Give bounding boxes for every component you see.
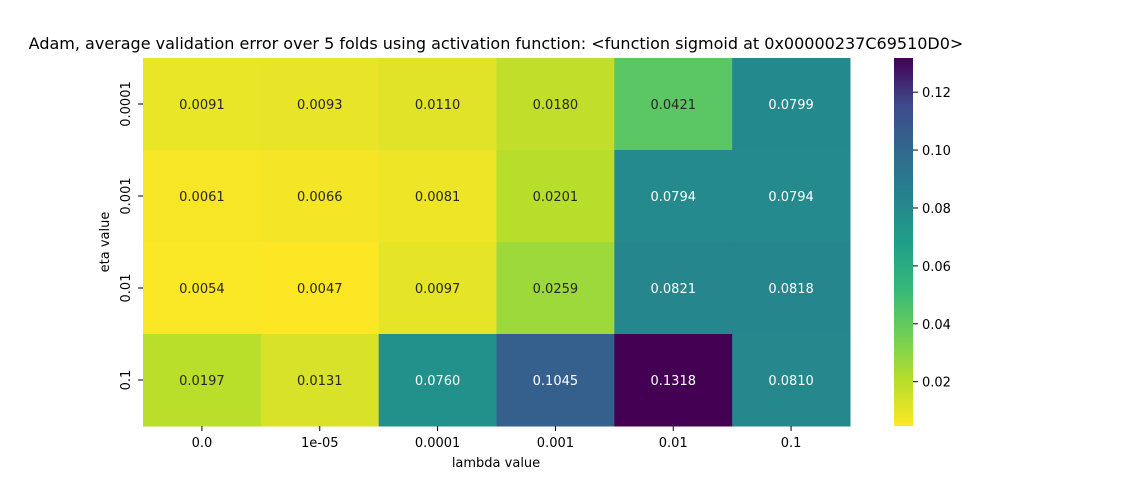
cell-value-label: 0.0821 — [651, 282, 697, 297]
heatmap-cell — [496, 242, 615, 335]
cell-value-label: 0.0421 — [651, 98, 697, 113]
x-tick-label: 0.001 — [537, 436, 574, 451]
heatmap-cell — [260, 58, 380, 151]
y-tick-label: 0.0001 — [119, 81, 134, 127]
cell-value-label: 0.1318 — [651, 374, 697, 389]
y-axis-ticks: 0.0001 0.001 0.01 0.1 — [119, 81, 143, 390]
cell-value-label: 0.0799 — [768, 98, 814, 113]
heatmap-cell — [732, 242, 851, 335]
cell-value-label: 0.0201 — [533, 190, 579, 205]
cell-value-label: 0.0197 — [179, 374, 225, 389]
heatmap-cells — [143, 58, 851, 427]
heatmap-cell — [260, 242, 380, 335]
cell-value-label: 0.0794 — [768, 190, 814, 205]
heatmap-cell — [260, 150, 380, 243]
cell-value-label: 0.0097 — [415, 282, 461, 297]
heatmap-cell — [614, 242, 733, 335]
heatmap-cell — [260, 334, 380, 427]
cell-value-label: 0.0131 — [297, 374, 343, 389]
colorbar-tick-label: 0.08 — [922, 202, 951, 217]
y-tick-label: 0.01 — [119, 274, 134, 303]
cell-value-label: 0.0061 — [179, 190, 225, 205]
cell-value-label: 0.0794 — [651, 190, 697, 205]
cell-value-label: 0.0180 — [533, 98, 579, 113]
heatmap-cell — [496, 334, 615, 427]
cell-value-label: 0.0810 — [768, 374, 814, 389]
cell-value-label: 0.0093 — [297, 98, 343, 113]
heatmap-cell — [732, 334, 851, 427]
cell-value-label: 0.1045 — [533, 374, 579, 389]
colorbar-ticks: 0.02 0.04 0.06 0.08 0.10 0.12 — [913, 86, 951, 391]
heatmap-cell — [732, 150, 851, 243]
x-tick-label: 0.01 — [659, 436, 688, 451]
heatmap-cell — [496, 58, 615, 151]
x-tick-label: 0.0 — [192, 436, 213, 451]
heatmap-cell — [143, 242, 262, 335]
heatmap-cell — [496, 150, 615, 243]
y-tick-label: 0.001 — [119, 177, 134, 214]
x-tick-label: 0.1 — [781, 436, 802, 451]
heatmap-cell — [614, 58, 733, 151]
heatmap-cell — [143, 58, 262, 151]
cell-value-label: 0.0081 — [415, 190, 461, 205]
cell-value-label: 0.0110 — [415, 98, 461, 113]
cell-value-label: 0.0047 — [297, 282, 343, 297]
cell-value-label: 0.0091 — [179, 98, 225, 113]
cell-value-label: 0.0818 — [768, 282, 814, 297]
colorbar-tick-label: 0.12 — [922, 86, 951, 101]
heatmap-cell — [143, 334, 262, 427]
colorbar-tick-label: 0.06 — [922, 260, 951, 275]
heatmap-cell — [143, 150, 262, 243]
heatmap-cell-labels: 0.0091 0.0093 0.0110 0.0180 0.0421 0.0799 0.00… — [179, 98, 814, 389]
heatmap-cell — [378, 58, 497, 151]
chart-title: Adam, average validation error over 5 fo… — [29, 34, 964, 53]
colorbar-tick-label: 0.10 — [922, 144, 951, 159]
cell-value-label: 0.0066 — [297, 190, 343, 205]
x-axis-ticks: 0.0 1e-05 0.0001 0.001 0.01 0.1 — [192, 426, 802, 451]
cell-value-label: 0.0054 — [179, 282, 225, 297]
cell-value-label: 0.0760 — [415, 374, 461, 389]
heatmap-cell — [732, 58, 851, 151]
x-axis-label: lambda value — [452, 456, 540, 471]
y-axis-label: eta value — [98, 212, 113, 273]
y-tick-label: 0.1 — [119, 370, 134, 391]
heatmap-cell — [614, 334, 733, 427]
colorbar — [894, 58, 913, 426]
cell-value-label: 0.0259 — [533, 282, 579, 297]
heatmap-cell — [614, 150, 733, 243]
heatmap-cell — [378, 242, 497, 335]
x-tick-label: 0.0001 — [415, 436, 461, 451]
colorbar-tick-label: 0.02 — [922, 376, 951, 391]
heatmap-cell — [378, 334, 497, 427]
x-tick-label: 1e-05 — [301, 436, 339, 451]
heatmap-cell — [378, 150, 497, 243]
colorbar-tick-label: 0.04 — [922, 318, 951, 333]
